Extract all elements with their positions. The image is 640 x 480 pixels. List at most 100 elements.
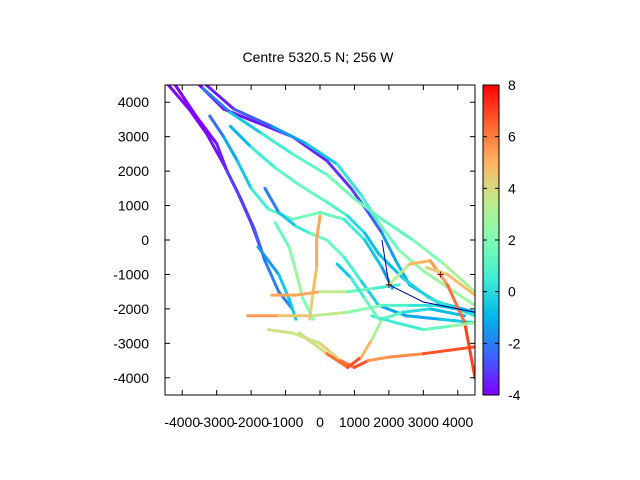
colorbar-tick-label: 8 — [508, 77, 516, 93]
track-segment — [408, 259, 432, 266]
track-segment — [290, 210, 322, 221]
track-segment — [342, 255, 363, 283]
track-segment — [311, 310, 350, 318]
colorbar-tick-label: -4 — [508, 387, 521, 403]
y-tick-label: 2000 — [118, 163, 149, 179]
track-segment — [325, 173, 356, 201]
colorbar-tick-label: -2 — [508, 335, 521, 351]
y-tick-label: -2000 — [113, 301, 149, 317]
y-tick-label: -4000 — [113, 370, 149, 386]
colorbar-ticks: 8 6 4 2 0 -2 -4 — [483, 77, 521, 403]
x-tick-label: -3000 — [199, 414, 235, 430]
track-segment — [222, 135, 239, 163]
track-segment — [228, 111, 263, 135]
track-segment — [204, 131, 226, 166]
track-segment — [256, 245, 281, 276]
track-segment — [363, 238, 384, 270]
track-segment — [325, 352, 350, 369]
track-segment — [445, 283, 467, 325]
y-tick-label: -3000 — [113, 335, 149, 351]
track-segment — [249, 145, 277, 170]
track-segment — [215, 142, 229, 173]
track-segment — [318, 341, 343, 363]
track-segment — [228, 124, 253, 149]
track-segment — [263, 186, 281, 214]
x-tick-label: 2000 — [373, 414, 404, 430]
track-segment — [463, 321, 475, 380]
track-segment — [425, 266, 449, 276]
track-segment — [404, 314, 443, 321]
track-segment — [194, 114, 219, 146]
y-tick-label: 4000 — [118, 94, 149, 110]
x-tick-label: -2000 — [233, 414, 269, 430]
track-segment — [187, 107, 208, 135]
x-tick-label: 3000 — [408, 414, 439, 430]
annotation-line — [381, 239, 476, 313]
track-segment — [294, 224, 312, 235]
x-tick-label: -4000 — [164, 414, 200, 430]
track-segment — [335, 162, 363, 197]
track-segment — [342, 217, 367, 242]
plus-marker — [385, 281, 392, 288]
track-segment — [377, 221, 401, 252]
annotation-layer — [381, 239, 476, 313]
track-segment — [380, 310, 405, 321]
colorbar-tick-label: 4 — [508, 180, 516, 196]
track-segment — [225, 169, 243, 201]
x-tick-label: 1000 — [339, 414, 370, 430]
track-segment — [428, 307, 467, 318]
y-tick-label: 1000 — [118, 198, 149, 214]
tracks-layer — [166, 85, 475, 380]
track-segment — [373, 283, 401, 290]
track-segment — [325, 238, 346, 259]
chart-title: Centre 5320.5 N; 256 W — [243, 49, 395, 65]
track-segment — [263, 259, 281, 294]
x-tick-label: -1000 — [268, 414, 304, 430]
track-segment — [366, 210, 384, 235]
track-segment — [297, 331, 329, 356]
track-segment — [232, 107, 274, 128]
track-segment — [249, 186, 270, 211]
track-segment — [201, 86, 232, 115]
track-segment — [287, 245, 298, 273]
track-segment — [294, 290, 322, 297]
x-tick-label: 4000 — [442, 414, 473, 430]
track-segment — [380, 231, 398, 263]
track-segment — [449, 321, 475, 328]
y-tick-label: 3000 — [118, 129, 149, 145]
track-segment — [387, 262, 412, 287]
x-tick-label: 0 — [316, 414, 324, 430]
track-segment — [325, 159, 353, 190]
track-segment — [339, 359, 356, 369]
track-segment — [318, 210, 346, 221]
track-segment — [290, 152, 329, 177]
track-segment — [304, 142, 339, 166]
track-segment — [346, 214, 367, 235]
plus-marker — [437, 271, 444, 278]
track-segment — [204, 85, 236, 111]
track-segment — [235, 159, 253, 190]
track-segment — [380, 217, 415, 242]
y-tick-label: -1000 — [113, 266, 149, 282]
track-segment — [346, 286, 377, 294]
x-axis-ticks: -4000-3000-2000-1000 0 1000 2000 3000 4000 — [164, 85, 474, 430]
track-segment — [273, 221, 291, 249]
track-segment — [366, 355, 391, 363]
track-segment — [359, 338, 374, 359]
track-segment — [401, 307, 432, 314]
y-axis-ticks: 4000 3000 2000 1000 0 -1000 -2000 -3000 -4000 — [113, 94, 475, 386]
y-tick-label: 0 — [141, 232, 149, 248]
track-segment — [315, 214, 322, 242]
colorbar-tick-label: 0 — [508, 284, 516, 300]
track-segment — [421, 324, 453, 332]
track-segment — [346, 355, 363, 369]
track-segment — [359, 279, 381, 307]
track-segment — [352, 359, 370, 369]
colorbar-tick-label: 2 — [508, 232, 516, 248]
track-segment — [401, 276, 432, 301]
track-segment — [363, 231, 381, 256]
track-segment — [277, 210, 298, 228]
track-segment — [325, 200, 350, 218]
